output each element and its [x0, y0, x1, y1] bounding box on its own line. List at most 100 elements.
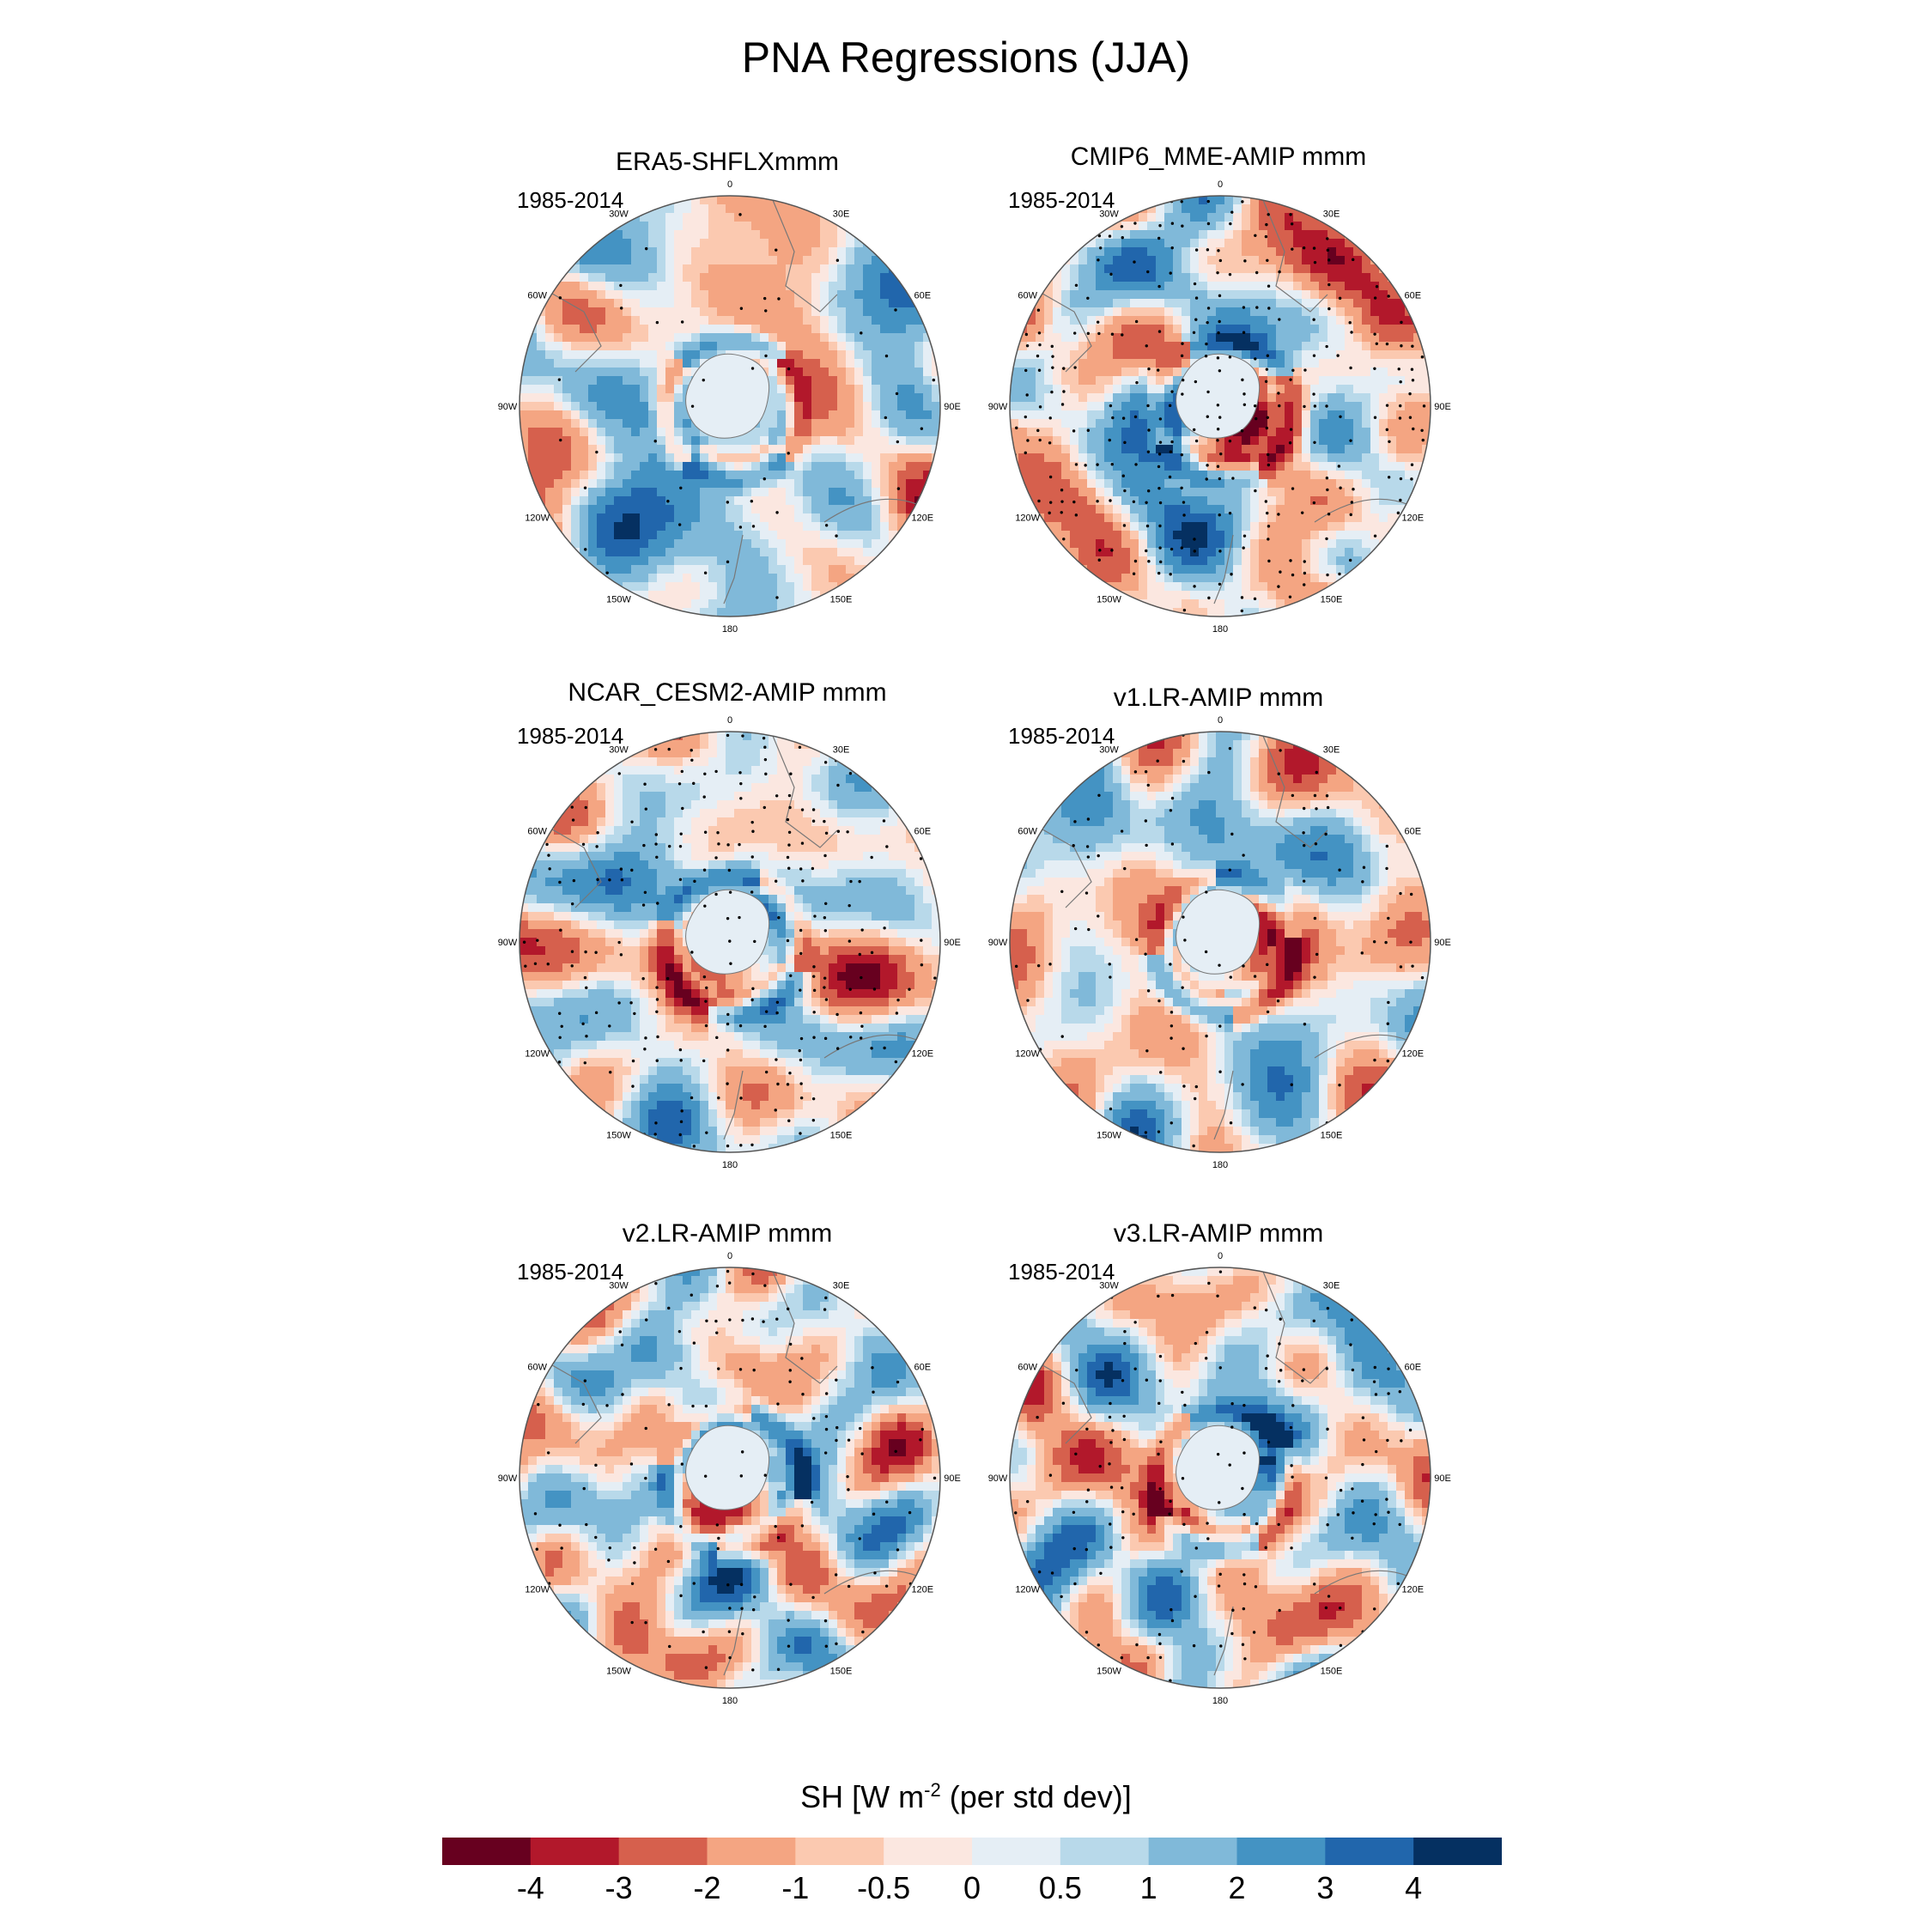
colorbar-tick-label: -3 — [605, 1870, 633, 1905]
longitude-label: 90W — [498, 1473, 518, 1484]
longitude-label: 0 — [1218, 1251, 1223, 1261]
shaded-field — [519, 1267, 940, 1688]
longitude-label: 120E — [1401, 1585, 1424, 1595]
longitude-label: 60W — [527, 291, 547, 301]
map-boundary — [519, 1267, 941, 1689]
panel-period: 1985-2014 — [1008, 1259, 1115, 1285]
longitude-label: 180 — [722, 1696, 738, 1706]
polar-map-panel: 0 30E 60E 90E 120E 150E 180 150W 120W 90W 60W 30W — [988, 715, 1451, 1170]
longitude-label: 60W — [1018, 291, 1037, 301]
longitude-label: 180 — [1212, 1696, 1228, 1706]
colorbar-tick-label: 4 — [1405, 1870, 1423, 1905]
longitude-label: 150E — [830, 594, 853, 605]
longitude-label: 60E — [914, 291, 932, 301]
new-zealand-coastline — [723, 1606, 744, 1676]
longitude-label: 150W — [1097, 1666, 1121, 1676]
colorbar-tick-label: 3 — [1316, 1870, 1334, 1905]
colorbar-title-rest: (per std dev)] — [940, 1779, 1132, 1814]
longitude-label: 150E — [1321, 594, 1343, 605]
longitude-label: 120W — [525, 513, 550, 524]
longitude-label: 120W — [1015, 1049, 1040, 1060]
longitude-label: 60E — [1405, 291, 1422, 301]
africa-coastline — [1262, 1271, 1328, 1384]
colorbar-swatch — [707, 1838, 796, 1865]
south-america-coastline — [1013, 276, 1092, 373]
south-america-coastline — [1013, 812, 1092, 908]
colorbar-swatch — [1060, 1838, 1150, 1865]
map-boundary — [1009, 731, 1431, 1153]
colorbar-swatch — [884, 1838, 973, 1865]
shaded-field — [519, 196, 940, 617]
longitude-label: 150W — [1097, 594, 1121, 605]
longitude-label: 150E — [1321, 1666, 1343, 1676]
longitude-label: 90E — [1434, 1473, 1451, 1484]
new-zealand-coastline — [1213, 1070, 1234, 1140]
panel-period: 1985-2014 — [517, 1259, 624, 1285]
longitude-label: 30W — [609, 745, 629, 756]
longitude-label: 150W — [606, 594, 631, 605]
new-zealand-coastline — [1213, 1606, 1234, 1676]
africa-coastline — [1262, 199, 1328, 313]
colorbar-tick-label: 2 — [1228, 1870, 1246, 1905]
longitude-label: 60W — [527, 1363, 547, 1373]
shaded-field — [1010, 1267, 1431, 1688]
longitude-label: 30E — [1323, 1281, 1340, 1291]
colorbar-title: SH [W m-2 (per std dev)] — [0, 1779, 1932, 1815]
colorbar-tick-label: 0 — [963, 1870, 981, 1905]
colorbar-tick-label: 0.5 — [1038, 1870, 1082, 1905]
polar-map-panel: 0 30E 60E 90E 120E 150E 180 150W 120W 90W 60W 30W — [498, 715, 961, 1170]
longitude-label: 60E — [914, 1363, 932, 1373]
colorbar-swatch — [1413, 1838, 1502, 1865]
south-america-coastline — [523, 276, 602, 373]
new-zealand-coastline — [1213, 534, 1234, 605]
longitude-label: 120W — [1015, 1585, 1040, 1595]
africa-coastline — [772, 735, 838, 848]
new-zealand-coastline — [723, 1070, 744, 1140]
longitude-label: 120E — [911, 1585, 933, 1595]
longitude-label: 120E — [911, 513, 933, 524]
longitude-label: 150E — [830, 1666, 853, 1676]
panel-title: v1.LR-AMIP mmm — [1113, 683, 1324, 712]
panel-title: CMIP6_MME-AMIP mmm — [1070, 143, 1367, 171]
africa-coastline — [772, 1271, 838, 1384]
polar-map-panel: 0 30E 60E 90E 120E 150E 180 150W 120W 90W 60W 30W — [498, 1251, 961, 1706]
new-zealand-coastline — [723, 534, 744, 605]
longitude-label: 90W — [988, 938, 1008, 948]
figure-title: PNA Regressions (JJA) — [741, 33, 1191, 82]
longitude-label: 30W — [609, 1281, 629, 1291]
colorbar-swatch — [442, 1838, 532, 1865]
antarctica-outline — [685, 1425, 770, 1510]
longitude-label: 120W — [525, 1049, 550, 1060]
map-boundary — [1009, 195, 1431, 617]
map-boundary — [1009, 1267, 1431, 1689]
shaded-field — [1010, 732, 1431, 1152]
map-boundary — [519, 731, 941, 1153]
map-boundary — [519, 195, 941, 617]
longitude-label: 120W — [525, 1585, 550, 1595]
shaded-field — [1010, 196, 1431, 617]
longitude-label: 90E — [944, 402, 961, 412]
antarctica-outline — [1176, 889, 1261, 975]
panel-period: 1985-2014 — [1008, 187, 1115, 213]
panel-title: NCAR_CESM2-AMIP mmm — [568, 678, 887, 707]
south-america-coastline — [1013, 1348, 1092, 1444]
polar-map-panel: 0 30E 60E 90E 120E 150E 180 150W 120W 90W 60W 30W — [498, 179, 961, 635]
colorbar-tick-label: -2 — [693, 1870, 721, 1905]
longitude-label: 90E — [944, 1473, 961, 1484]
colorbar-title-exponent: -2 — [924, 1779, 941, 1801]
longitude-label: 0 — [727, 715, 732, 726]
longitude-label: 150W — [606, 1666, 631, 1676]
longitude-label: 60W — [1018, 827, 1037, 837]
colorbar-swatch — [530, 1838, 620, 1865]
longitude-label: 60E — [1405, 1363, 1422, 1373]
longitude-label: 150E — [830, 1130, 853, 1140]
longitude-label: 90E — [1434, 402, 1451, 412]
longitude-label: 30E — [833, 1281, 850, 1291]
longitude-label: 90E — [944, 938, 961, 948]
longitude-label: 150E — [1321, 1130, 1343, 1140]
longitude-label: 150W — [606, 1130, 631, 1140]
longitude-label: 60E — [914, 827, 932, 837]
longitude-label: 30E — [1323, 745, 1340, 756]
longitude-label: 180 — [722, 1160, 738, 1170]
longitude-label: 0 — [727, 1251, 732, 1261]
